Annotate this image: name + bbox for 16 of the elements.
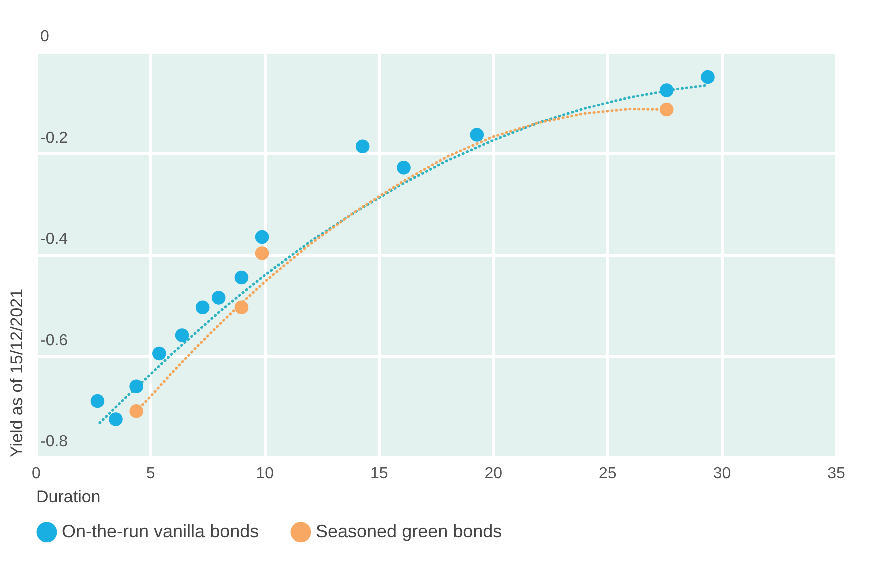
- y-tick-label: -0.6: [40, 332, 68, 350]
- legend-label: Seasoned green bonds: [316, 521, 502, 542]
- legend-label: On-the-run vanilla bonds: [62, 521, 260, 542]
- x-tick-label: 35: [828, 466, 846, 482]
- x-axis-title: Duration: [36, 488, 101, 506]
- x-tick-label: 15: [370, 466, 388, 482]
- y-tick-label: 0: [40, 28, 50, 46]
- x-tick-label: 30: [713, 466, 732, 482]
- x-tick-label: 25: [599, 466, 617, 482]
- x-tick-label: 5: [146, 466, 156, 482]
- x-tick-label: 10: [256, 466, 274, 482]
- y-axis-title: Yield as of 15/12/2021: [8, 288, 26, 458]
- y-tick-label: -0.2: [40, 130, 68, 147]
- x-tick-label: 20: [484, 466, 503, 482]
- y-tick-label: -0.4: [40, 231, 68, 248]
- y-tick-label: -0.8: [40, 434, 68, 450]
